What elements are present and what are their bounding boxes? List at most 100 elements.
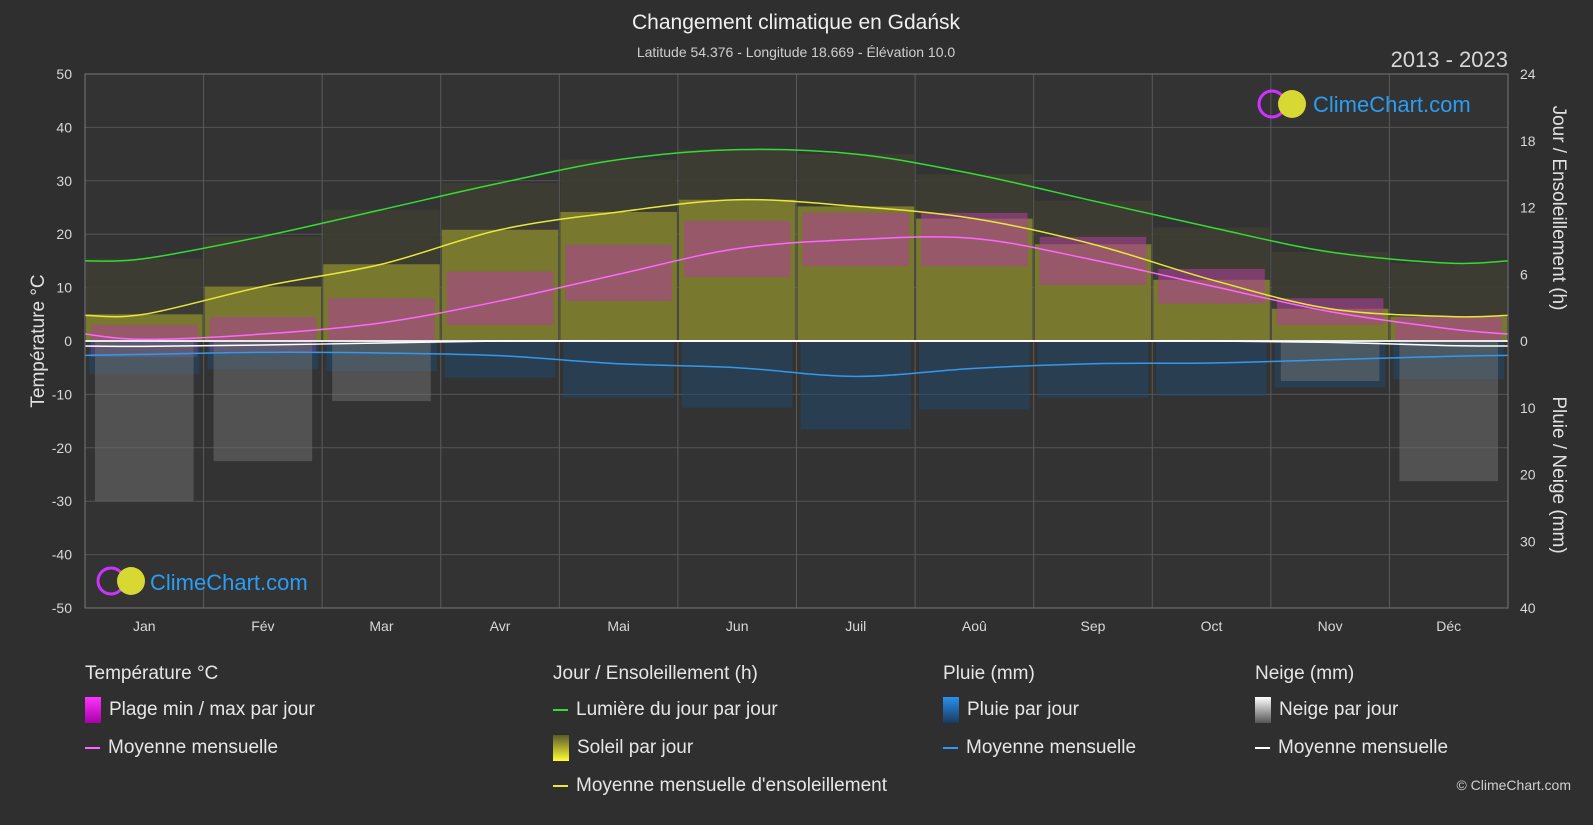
legend-sun-title: Jour / Ensoleillement (h) (553, 663, 758, 684)
legend-item: Moyenne mensuelle (1255, 737, 1448, 759)
right-axis-top-label: Jour / Ensoleillement (h) (1548, 106, 1569, 311)
month-tick-label: Nov (1318, 618, 1343, 634)
month-tick-label: Mar (369, 618, 393, 634)
legend-item: Moyenne mensuelle (943, 737, 1136, 759)
month-tick-label: Mai (607, 618, 630, 634)
rain-bar (326, 341, 437, 372)
logo-sun-icon (1278, 90, 1306, 118)
rain-bar (1393, 341, 1504, 380)
rain-bar (563, 341, 674, 398)
snow-bar (95, 341, 194, 502)
sun-swatch-icon (553, 735, 569, 761)
copyright: © ClimeChart.com (1456, 777, 1571, 793)
rain-bar (1274, 341, 1386, 388)
left-tick-label: 40 (56, 119, 72, 135)
left-tick-label: -30 (52, 493, 72, 509)
daylight-line (84, 148, 1509, 265)
range-swatch-icon (85, 697, 101, 723)
rain-bar (919, 341, 1030, 410)
month-tick-label: Avr (490, 618, 511, 634)
legend-rain: Pluie (mm) Pluie par jour Moyenne mensue… (943, 663, 1136, 775)
month-tick-label: Oct (1201, 618, 1223, 634)
line-swatch-icon (553, 709, 568, 711)
rain-mean-line (84, 351, 1509, 378)
legend-item: Moyenne mensuelle d'ensoleillement (553, 775, 887, 797)
legend-snow-title: Neige (mm) (1255, 663, 1355, 684)
snow-bar (332, 341, 431, 402)
month-tick-label: Jan (133, 618, 156, 634)
right-tick-label-mm: 20 (1520, 467, 1536, 483)
right-tick-label-mm: 40 (1520, 600, 1536, 616)
logo-text: ClimeChart.com (150, 570, 308, 595)
rain-swatch-icon (943, 697, 959, 723)
legend-label: Moyenne mensuelle d'ensoleillement (576, 775, 887, 796)
line-swatch-icon (553, 785, 568, 787)
left-tick-label: 10 (56, 280, 72, 296)
legend-item: Moyenne mensuelle (85, 737, 315, 759)
rain-bar (1037, 341, 1149, 398)
temp-range-bar (921, 212, 1028, 267)
left-axis-label: Température °C (28, 274, 49, 407)
rain-bar (1156, 341, 1267, 397)
sunshine-mean-line (84, 198, 1509, 318)
right-tick-label-mm: 30 (1520, 533, 1536, 549)
legend-label: Lumière du jour par jour (576, 699, 778, 720)
month-tick-label: Déc (1436, 618, 1461, 634)
temperature-mean-line (84, 236, 1509, 341)
rain-bar (800, 341, 912, 430)
month-tick-label: Sep (1080, 618, 1105, 634)
rain-bar (444, 341, 556, 378)
snow-bar (1399, 341, 1498, 482)
legend-item: Lumière du jour par jour (553, 699, 887, 721)
right-tick-label-hours: 12 (1520, 200, 1536, 216)
right-tick-label-mm: 10 (1520, 400, 1536, 416)
legend-item: Pluie par jour (943, 697, 1136, 723)
left-tick-label: -50 (52, 600, 72, 616)
rain-bar (681, 341, 793, 408)
left-tick-label: -10 (52, 386, 72, 402)
logo-top-right[interactable]: ClimeChart.com (1257, 89, 1471, 119)
legend-temperature-title: Température °C (85, 663, 219, 684)
legend-label: Moyenne mensuelle (1278, 737, 1449, 758)
logo-sun-icon (117, 567, 145, 595)
legend-label: Neige par jour (1279, 699, 1399, 720)
month-tick-label: Fév (251, 618, 274, 634)
right-axis-bottom-label: Pluie / Neige (mm) (1548, 396, 1569, 553)
logo-text: ClimeChart.com (1313, 92, 1471, 117)
left-tick-label: -40 (52, 547, 72, 563)
left-tick-label: 0 (64, 333, 72, 349)
right-tick-label-hours: 24 (1520, 66, 1536, 82)
snow-swatch-icon (1255, 697, 1271, 723)
temp-range-bar (446, 271, 554, 325)
legend-snow: Neige (mm) Neige par jour Moyenne mensue… (1255, 663, 1448, 775)
legend-label: Moyenne mensuelle (108, 737, 279, 758)
chart-subtitle: Latitude 54.376 - Longitude 18.669 - Élé… (637, 44, 956, 60)
line-swatch-icon (1255, 747, 1270, 749)
left-tick-label: 20 (56, 226, 72, 242)
legend-label: Pluie par jour (967, 699, 1079, 720)
chart-title: Changement climatique en Gdańsk (632, 11, 961, 34)
line-swatch-icon (85, 747, 100, 749)
left-tick-label: 30 (56, 173, 72, 189)
left-tick-label: 50 (56, 66, 72, 82)
temp-range-bar (565, 244, 672, 301)
temp-range-bar (328, 298, 435, 344)
snow-bar (213, 341, 313, 462)
legend-item: Neige par jour (1255, 697, 1448, 723)
legend-item: Soleil par jour (553, 735, 887, 761)
month-tick-label: Juil (845, 618, 866, 634)
right-tick-label-hours: 18 (1520, 133, 1536, 149)
legend-label: Plage min / max par jour (109, 699, 315, 720)
legend-temperature: Température °C Plage min / max par jour … (85, 663, 315, 775)
month-tick-label: Aoû (962, 618, 987, 634)
right-tick-label-hours: 6 (1520, 266, 1528, 282)
plot-frame (84, 73, 1509, 609)
right-tick-label-hours: 0 (1520, 333, 1528, 349)
legend-item: Plage min / max par jour (85, 697, 315, 723)
legend-rain-title: Pluie (mm) (943, 663, 1035, 684)
logo-bottom-left[interactable]: ClimeChart.com (96, 566, 308, 596)
legend-label: Moyenne mensuelle (966, 737, 1137, 758)
line-swatch-icon (943, 747, 958, 749)
snow-mean-line (84, 340, 1509, 348)
